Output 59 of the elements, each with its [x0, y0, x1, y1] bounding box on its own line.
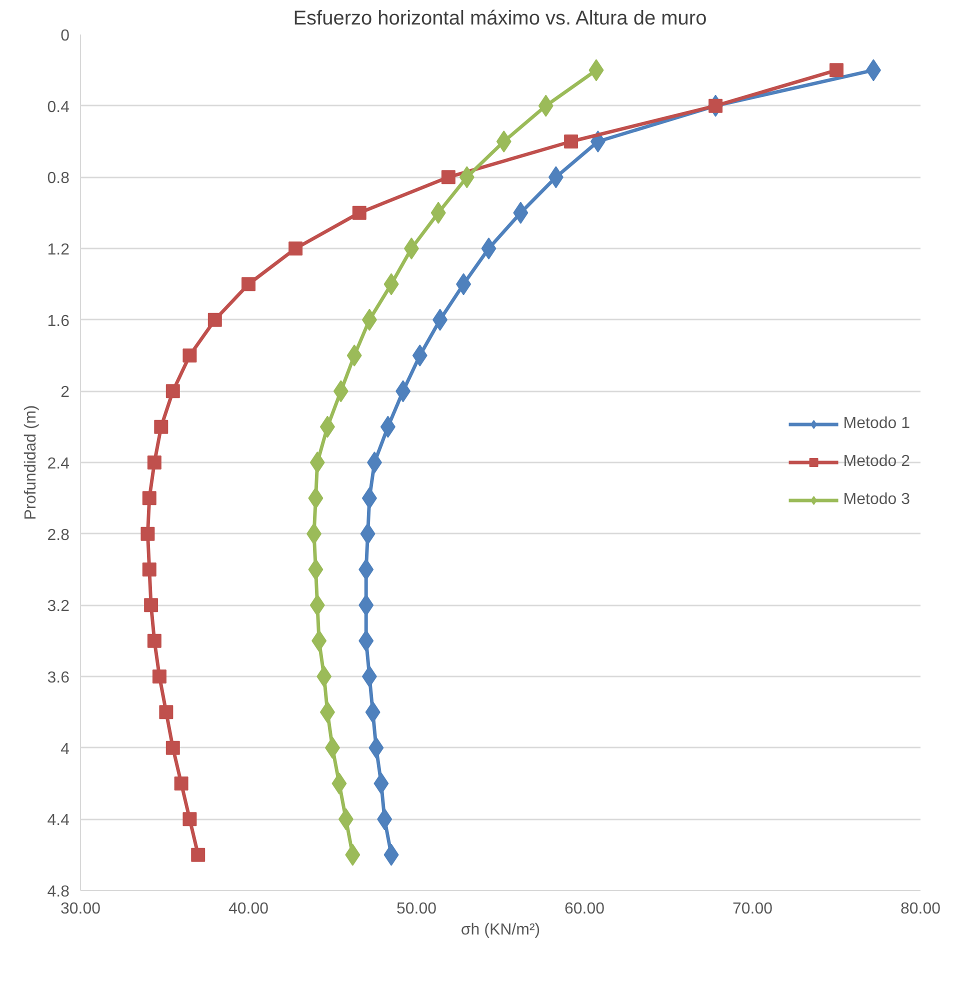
point: [142, 562, 156, 576]
point: [481, 238, 496, 260]
point: [191, 848, 206, 862]
point: [142, 491, 156, 506]
point: [147, 456, 162, 470]
x-tick-label: 30.00: [60, 900, 101, 918]
y-tick-label: 0: [60, 28, 70, 44]
y-tick-label: 3.6: [47, 670, 70, 686]
y-tick-label: 3.2: [47, 598, 70, 616]
y-tick-label: 4.8: [47, 884, 70, 900]
point: [154, 420, 168, 434]
point: [564, 134, 578, 148]
point: [152, 670, 166, 684]
point: [496, 130, 512, 152]
y-tick-label: 2.8: [47, 526, 70, 544]
point: [362, 666, 377, 688]
legend-label: Metodo 3: [843, 491, 910, 509]
point: [346, 344, 362, 366]
point: [352, 206, 366, 220]
point: [166, 384, 180, 398]
point: [174, 776, 188, 790]
y-tick-label: 2: [60, 384, 70, 402]
x-axis-title: σh (KN/m²): [460, 922, 540, 938]
point: [830, 63, 844, 78]
point: [332, 772, 347, 794]
x-tick-label: 50.00: [396, 900, 437, 918]
y-tick-label: 1.6: [47, 312, 70, 330]
x-tick-label: 60.00: [564, 900, 605, 918]
y-tick-label: 0.4: [47, 98, 70, 116]
legend-label: Metodo 1: [843, 415, 910, 433]
point: [242, 277, 256, 292]
point: [182, 348, 197, 362]
point: [412, 344, 428, 366]
y-tick-label: 4.4: [47, 812, 70, 830]
point: [182, 812, 197, 826]
point: [147, 634, 162, 648]
point: [358, 558, 374, 580]
chart-title: Esfuerzo horizontal máximo vs. Altura de muro: [293, 8, 707, 30]
point: [316, 666, 332, 688]
legend-label: Metodo 2: [843, 453, 910, 471]
y-tick-label: 0.8: [47, 170, 70, 188]
y-tick-label: 1.2: [47, 242, 70, 258]
point: [308, 558, 324, 580]
y-tick-label: 2.4: [47, 456, 70, 472]
point: [310, 452, 325, 474]
point: [208, 312, 222, 327]
point: [441, 170, 456, 184]
y-axis-title: Profundidad (m): [22, 405, 40, 520]
point: [166, 740, 180, 755]
point: [374, 772, 389, 794]
point: [288, 242, 303, 256]
point: [144, 598, 158, 612]
point: [404, 238, 419, 260]
point: [159, 705, 174, 720]
x-tick-label: 80.00: [900, 900, 941, 918]
point: [140, 526, 155, 541]
x-tick-label: 40.00: [228, 900, 269, 918]
x-tick-label: 70.00: [732, 900, 773, 918]
y-tick-label: 4: [60, 740, 70, 758]
